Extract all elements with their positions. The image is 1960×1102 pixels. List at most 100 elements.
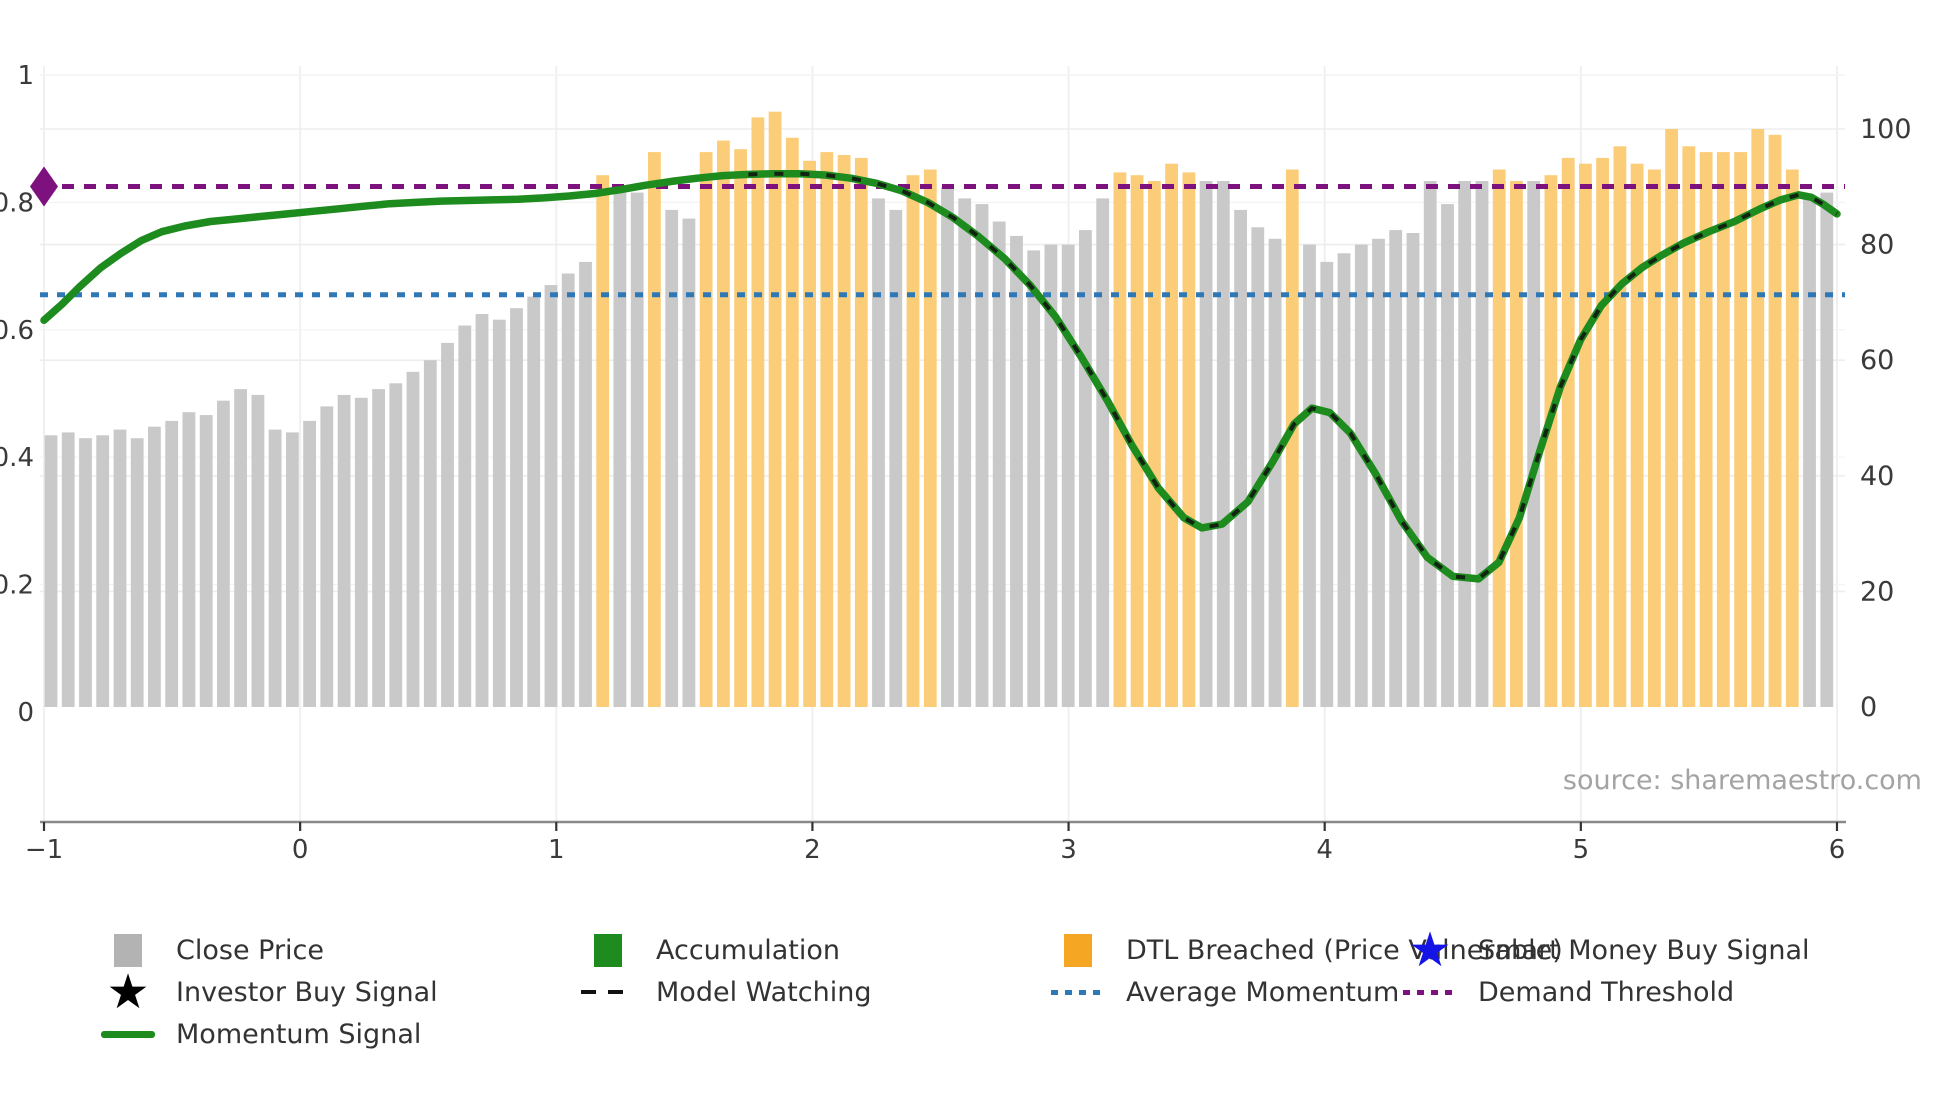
close-price-bar <box>1458 181 1472 707</box>
close-price-bar <box>510 308 523 707</box>
close-price-bar <box>1079 230 1092 707</box>
left-y-tick-label: 1 <box>17 61 34 91</box>
x-tick-label: 1 <box>548 835 565 865</box>
close-price-bar <box>61 432 75 707</box>
right-y-tick-label: 80 <box>1860 230 1894 261</box>
left-y-tick-label: 0.2 <box>0 571 34 601</box>
dtl-breached-bar <box>648 152 661 708</box>
close-price-bar <box>303 420 316 707</box>
close-price-bar <box>268 429 282 707</box>
legend-item-momentum-signal: Momentum Signal <box>96 1014 421 1054</box>
close-price-bar <box>872 198 885 707</box>
dtl-breached-bar <box>837 155 851 707</box>
close-price-bar <box>1406 233 1420 707</box>
legend-label: Accumulation <box>656 934 840 966</box>
dtl-breached-bar <box>1785 169 1799 707</box>
dtl-breached-bar <box>854 157 868 707</box>
dtl-breached-bar <box>1579 163 1592 707</box>
black-dashed-line-icon <box>576 990 640 994</box>
legend-item-investor-buy-signal: ★ Investor Buy Signal <box>96 964 438 1020</box>
dtl-breached-bar <box>1544 175 1558 707</box>
blue-dotted-line-icon <box>1046 989 1110 995</box>
close-price-bar <box>544 285 558 707</box>
demand-threshold-diamond-icon <box>30 166 58 207</box>
close-price-bar <box>992 221 1006 707</box>
close-price-bar <box>665 209 679 707</box>
close-price-bar <box>372 389 385 707</box>
close-price-bar <box>1423 181 1437 707</box>
legend-label: Smart Money Buy Signal <box>1478 934 1810 966</box>
dtl-breached-bar <box>1510 181 1523 707</box>
close-price-bar <box>941 186 954 708</box>
legend-label: Average Momentum <box>1126 976 1400 1008</box>
close-price-bar <box>1268 238 1282 708</box>
close-price-bar <box>1096 198 1110 707</box>
right-y-tick-label: 0 <box>1860 692 1877 723</box>
left-y-tick-label: 0.4 <box>0 443 34 473</box>
close-price-bar <box>96 435 110 707</box>
left-y-tick-label: 0.8 <box>0 188 34 218</box>
right-y-tick-label: 40 <box>1860 461 1894 492</box>
close-price-bar <box>148 426 161 707</box>
x-tick-label: 6 <box>1829 835 1846 865</box>
close-price-bar <box>1216 181 1230 707</box>
legend-item-model-watching: Model Watching <box>576 972 871 1012</box>
close-price-bar <box>579 261 592 707</box>
legend-label: DTL Breached (Price Vulnerable) <box>1126 934 1563 966</box>
dtl-breached-bar <box>820 152 834 708</box>
close-price-bar <box>889 209 903 707</box>
close-price-bar <box>1234 209 1247 707</box>
close-price-bar <box>1475 181 1489 707</box>
dtl-breached-bar <box>1182 172 1196 707</box>
close-price-bar <box>217 400 230 707</box>
dtl-breached-bar <box>1716 152 1730 708</box>
legend-label: Model Watching <box>656 976 872 1008</box>
close-price-bar <box>682 218 696 707</box>
legend-item-average-momentum: Average Momentum <box>1046 972 1399 1012</box>
close-price-bar <box>113 429 127 707</box>
x-tick-label: 3 <box>1060 835 1077 865</box>
close-price-bar <box>1303 244 1316 707</box>
close-price-bar <box>79 438 92 707</box>
dtl-breached-bar <box>1492 169 1506 707</box>
legend-item-demand-threshold: Demand Threshold <box>1398 972 1734 1012</box>
legend-label: Demand Threshold <box>1478 976 1735 1008</box>
close-price-bar <box>975 204 989 707</box>
close-price-bar <box>475 314 489 707</box>
close-price-bar <box>251 394 265 707</box>
legend-label: Investor Buy Signal <box>176 976 438 1008</box>
close-price-bar <box>492 319 506 707</box>
purple-dotted-line-icon <box>1398 989 1462 995</box>
close-price-bar <box>199 415 213 707</box>
x-tick-label: 4 <box>1316 835 1333 865</box>
close-price-bar <box>130 438 144 707</box>
dtl-breached-bar <box>1648 169 1661 707</box>
close-price-bar <box>1527 181 1541 707</box>
dtl-breached-bar <box>803 160 816 708</box>
dtl-breached-bar <box>717 140 730 708</box>
dtl-breached-bar <box>1285 169 1299 707</box>
close-price-bar <box>1337 253 1351 708</box>
close-price-bar <box>234 389 247 707</box>
close-price-bar <box>182 412 196 707</box>
dtl-breached-bar <box>1130 175 1144 707</box>
dtl-breached-bar <box>906 175 920 707</box>
close-price-bar <box>406 371 420 707</box>
black-star-icon: ★ <box>106 964 150 1020</box>
dtl-breached-bar <box>1613 146 1627 708</box>
close-price-bar <box>354 397 368 707</box>
close-price-bar <box>286 432 299 707</box>
dtl-breached-bar <box>1596 157 1609 707</box>
dtl-breached-bar <box>785 137 799 707</box>
legend-item-close-price: Close Price <box>96 930 324 970</box>
close-price-bar <box>1251 227 1265 708</box>
dtl-breached-bar <box>1768 134 1782 708</box>
dtl-breached-bar <box>1734 152 1747 708</box>
x-tick-label: 2 <box>804 835 821 865</box>
source-attribution: source: sharemaestro.com <box>1562 765 1922 796</box>
dtl-breached-bar <box>1113 172 1127 707</box>
model-watching-line <box>748 171 1839 581</box>
legend-label: Close Price <box>176 934 324 966</box>
dtl-breached-bar <box>1148 181 1161 707</box>
